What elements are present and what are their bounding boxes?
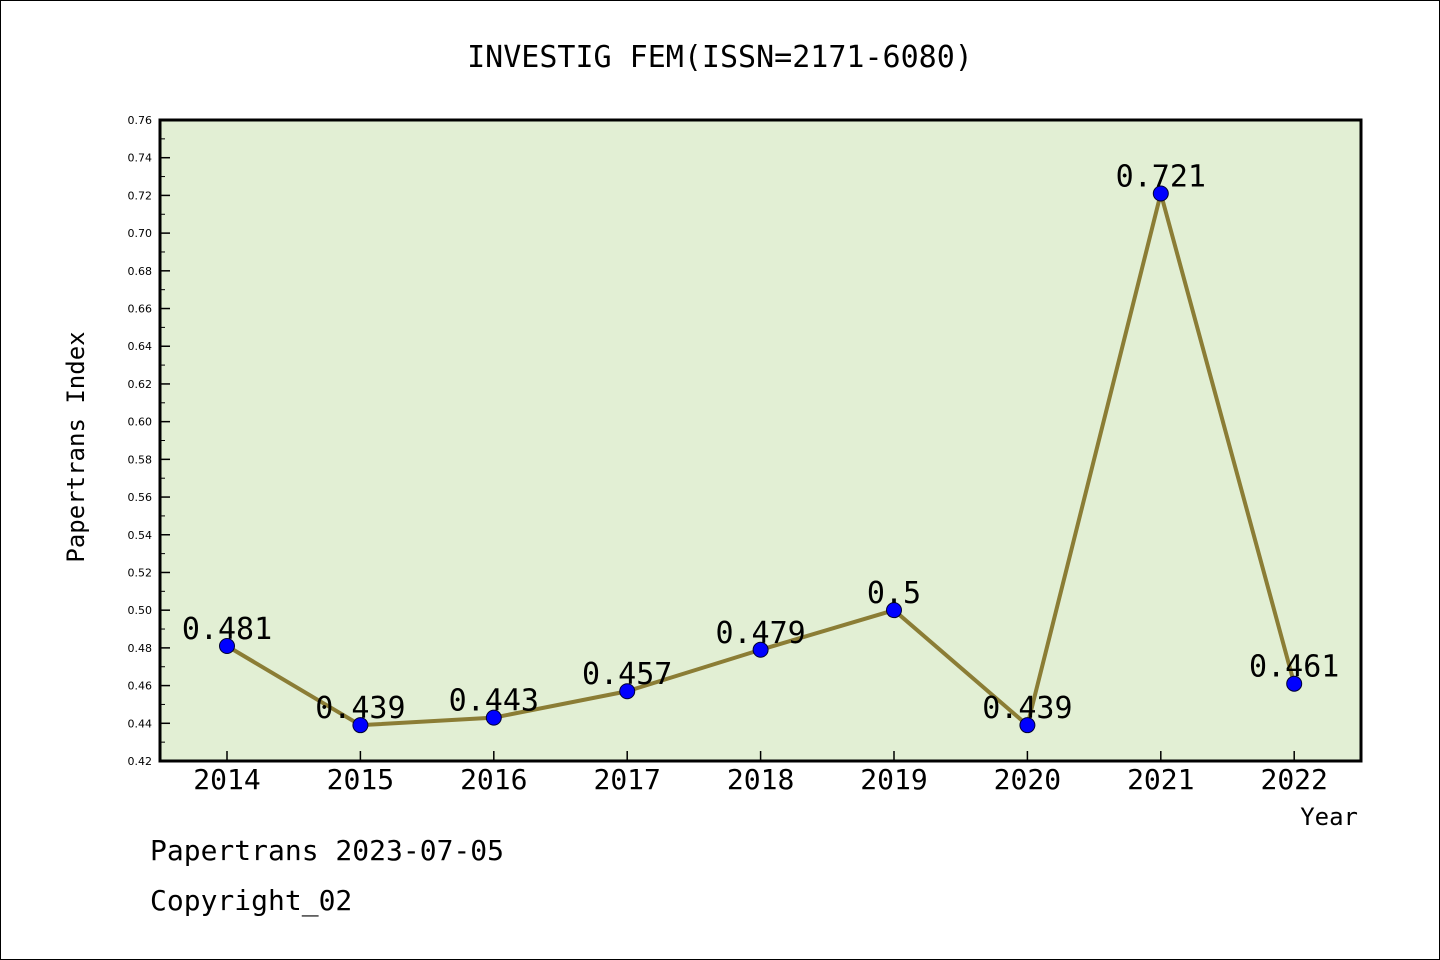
y-tick-label: 0.42 — [128, 755, 153, 768]
data-point-2015 — [352, 717, 369, 734]
y-tick-label: 0.44 — [128, 717, 153, 730]
data-point-2016 — [485, 709, 502, 726]
y-tick-label: 0.58 — [128, 453, 153, 466]
data-point-2014 — [219, 637, 235, 654]
y-tick-label: 0.56 — [128, 491, 153, 504]
data-point-2018 — [752, 641, 769, 658]
footer-copyright: Copyright_02 — [150, 884, 353, 917]
x-tick-label: 2019 — [860, 763, 927, 796]
x-tick-label: 2017 — [593, 763, 660, 796]
x-axis-label: Year — [1300, 803, 1358, 831]
data-points — [219, 185, 1303, 734]
x-tick-label: 2015 — [327, 763, 394, 796]
y-tick-label: 0.74 — [128, 152, 153, 165]
data-label-2017: 0.457 — [582, 657, 672, 692]
data-point-2020 — [1019, 717, 1036, 734]
y-tick-label: 0.52 — [128, 566, 153, 579]
data-label-2018: 0.479 — [715, 616, 805, 651]
y-tick-label: 0.70 — [128, 227, 153, 240]
y-tick-label: 0.64 — [128, 340, 153, 353]
x-tick-label: 2016 — [460, 763, 527, 796]
y-tick-label: 0.76 — [128, 114, 153, 127]
y-tick-label: 0.66 — [128, 303, 153, 316]
y-tick-label: 0.72 — [128, 189, 153, 202]
plot-area — [158, 118, 1363, 763]
data-label-2021: 0.721 — [1116, 160, 1206, 195]
y-tick-label: 0.48 — [128, 642, 153, 655]
x-axis-ticks: 2014 2015 2016 2017 2018 2019 2020 2021 2022 — [193, 751, 1328, 796]
y-axis-label: Papertrans Index — [62, 331, 90, 562]
data-label-2014: 0.481 — [182, 612, 272, 647]
footer-date: Papertrans 2023-07-05 — [150, 834, 505, 867]
y-tick-label: 0.50 — [128, 604, 153, 617]
data-label-2020: 0.439 — [982, 691, 1072, 726]
data-label-2022: 0.461 — [1249, 650, 1339, 685]
x-tick-label: 2018 — [727, 763, 794, 796]
data-point-2021 — [1152, 185, 1169, 202]
y-axis-ticks: 0.42 0.44 0.46 0.48 0.50 0.52 0.54 0.56 0.58 0.60… — [128, 114, 170, 768]
data-label-2015: 0.439 — [315, 691, 405, 726]
y-tick-label: 0.62 — [128, 378, 153, 391]
data-point-2019 — [886, 602, 902, 619]
y-tick-label: 0.54 — [128, 529, 153, 542]
data-point-2022 — [1286, 675, 1303, 692]
y-tick-label: 0.68 — [128, 265, 153, 278]
y-tick-label: 0.46 — [128, 680, 153, 693]
x-tick-label: 2020 — [994, 763, 1061, 796]
data-label-2016: 0.443 — [449, 684, 539, 719]
data-point-2017 — [619, 683, 636, 700]
chart-title: INVESTIG FEM(ISSN=2171-6080) — [467, 40, 973, 75]
x-tick-label: 2021 — [1127, 763, 1194, 796]
data-labels: 0.481 0.439 0.443 0.457 0.479 0.5 0.439 0.721 0.… — [182, 160, 1340, 727]
y-tick-label: 0.60 — [128, 416, 153, 429]
x-tick-label: 2014 — [193, 763, 260, 796]
data-label-2019: 0.5 — [867, 576, 921, 611]
x-tick-label: 2022 — [1260, 763, 1327, 796]
